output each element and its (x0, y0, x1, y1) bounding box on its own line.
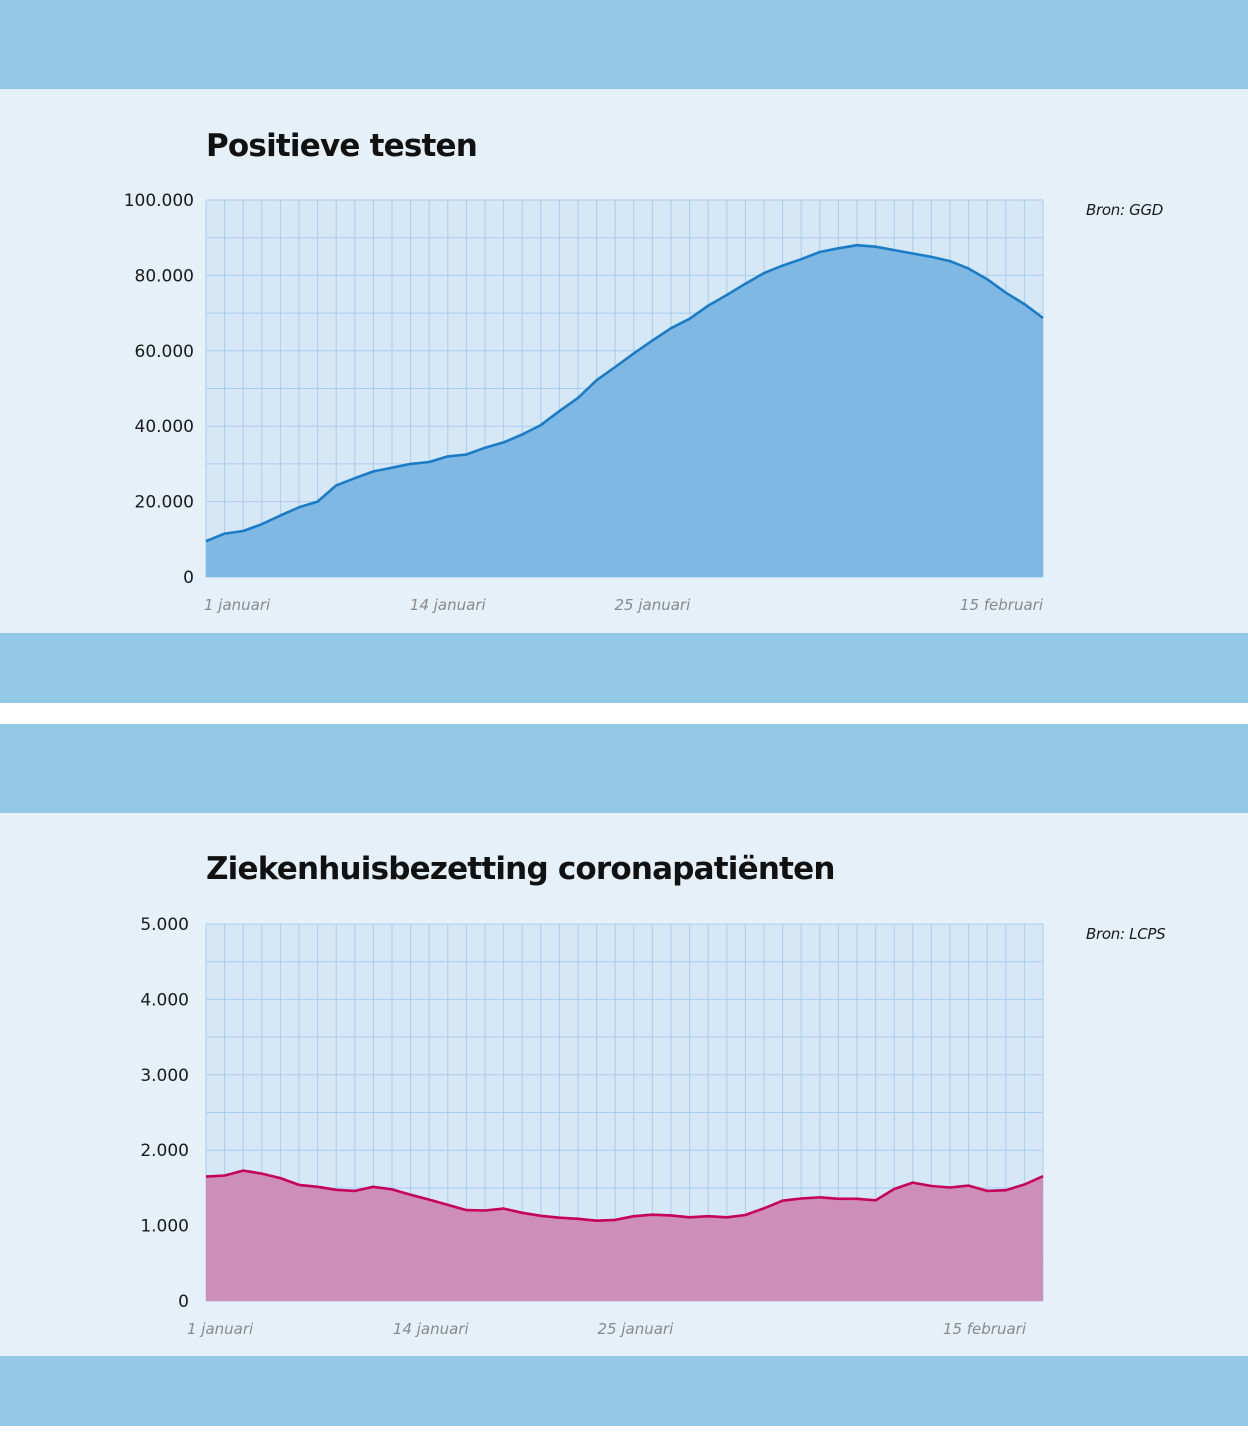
x-tick-label: 25 januari (598, 1320, 675, 1338)
top-band-2 (0, 724, 1248, 813)
x-tick-label: 14 januari (410, 596, 487, 614)
x-tick-label: 14 januari (393, 1320, 470, 1338)
chart-source-hospital-occupancy: Bron: LCPS (1086, 925, 1166, 943)
chart-source-positive-tests: Bron: GGD (1086, 201, 1164, 219)
series-area (206, 1170, 1043, 1301)
y-tick-label: 0 (178, 1292, 189, 1312)
x-tick-label: 15 februari (960, 596, 1044, 614)
chart-hospital-occupancy: 0 1.000 2.000 3.000 4.000 5.000 1 januari 14 ja… (140, 915, 1044, 1338)
y-tick-label: 40.000 (135, 417, 194, 437)
x-tick-label: 25 januari (615, 596, 692, 614)
y-tick-label: 60.000 (135, 342, 194, 362)
series-area (206, 245, 1043, 577)
top-band-1 (0, 0, 1248, 89)
y-tick-label: 80.000 (135, 266, 194, 286)
bottom-band-2 (0, 1356, 1248, 1426)
y-tick-label: 0 (183, 568, 194, 588)
y-tick-label: 4.000 (140, 990, 189, 1010)
chart-title-positive-tests: Positieve testen (206, 128, 478, 164)
y-tick-label: 5.000 (140, 915, 189, 935)
y-tick-label: 1.000 (140, 1217, 189, 1237)
y-tick-label: 20.000 (135, 493, 194, 513)
y-tick-label: 2.000 (140, 1141, 189, 1161)
series-line (205, 243, 1044, 543)
x-tick-label: 15 februari (943, 1320, 1027, 1338)
chart-title-hospital-occupancy: Ziekenhuisbezetting coronapatiënten (206, 851, 835, 887)
x-tick-label: 1 januari (204, 596, 271, 614)
series-line (205, 1169, 1044, 1222)
chart-positive-tests: 0 20.000 40.000 60.000 80.000 100.000 1 januar… (124, 191, 1044, 614)
bottom-band-1 (0, 633, 1248, 703)
y-tick-label: 3.000 (140, 1066, 189, 1086)
y-tick-label: 100.000 (124, 191, 194, 211)
x-tick-label: 1 januari (187, 1320, 254, 1338)
